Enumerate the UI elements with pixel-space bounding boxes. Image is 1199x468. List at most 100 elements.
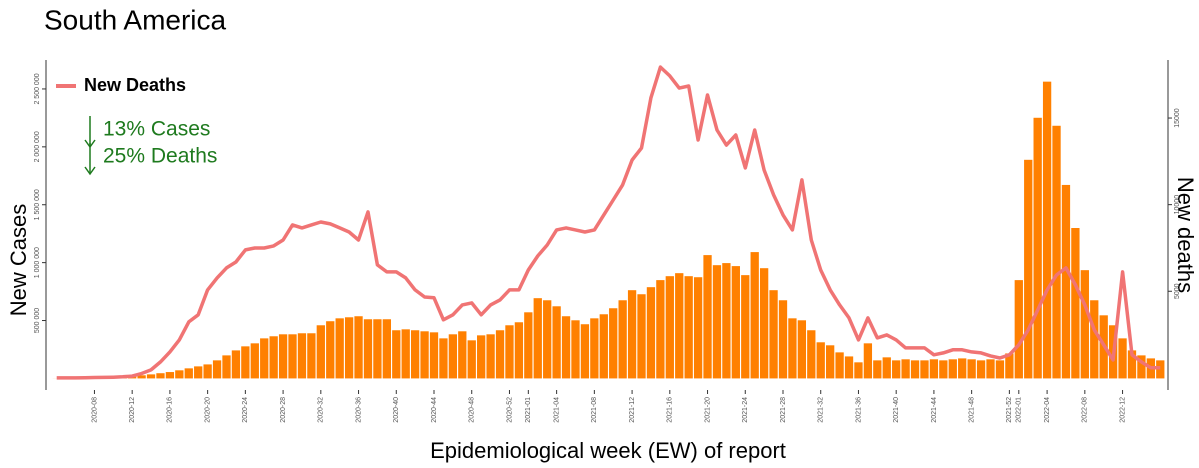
bar	[373, 319, 382, 379]
bar	[910, 360, 920, 379]
bar	[552, 306, 561, 379]
annotation: 25% Deaths	[103, 145, 217, 168]
bar	[514, 322, 524, 379]
bar	[618, 300, 627, 379]
x-tick-label: 2020-08	[91, 397, 98, 423]
bar	[194, 366, 203, 379]
x-tick-label: 2022-01	[1016, 397, 1023, 423]
y-tick-label: 500 000	[34, 308, 41, 333]
y-tick-label: 1 500 000	[34, 189, 41, 220]
x-tick-label: 2020-44	[431, 397, 438, 423]
bar	[165, 372, 175, 379]
bar	[241, 346, 250, 379]
y-tick-label: 1 000 000	[34, 247, 41, 278]
bar	[448, 334, 458, 379]
bar	[929, 359, 939, 379]
bar	[712, 265, 722, 379]
bar	[335, 318, 344, 379]
bar	[184, 368, 193, 379]
x-tick-label: 2021-36	[855, 397, 862, 423]
x-tick-label: 2021-20	[704, 397, 711, 423]
bar	[429, 332, 439, 379]
x-tick-label: 2021-01	[525, 397, 532, 423]
bar	[835, 352, 844, 379]
bar	[901, 359, 910, 379]
x-tick-label: 2020-20	[204, 397, 211, 423]
bar	[203, 364, 212, 379]
bar	[797, 320, 807, 379]
bar	[486, 334, 495, 379]
x-tick-label: 2020-28	[280, 397, 287, 423]
bar	[580, 324, 590, 379]
bar	[646, 287, 656, 379]
y2-tick-label: 5000	[1174, 283, 1181, 299]
bar	[1127, 350, 1137, 379]
bar	[684, 276, 693, 379]
bar	[939, 360, 948, 379]
x-tick-label: 2021-40	[893, 397, 900, 423]
bar	[1005, 353, 1014, 379]
bar	[1033, 117, 1042, 379]
bar	[722, 263, 731, 379]
x-tick-label: 2020-48	[469, 397, 476, 423]
line	[56, 65, 1161, 380]
bar	[637, 294, 646, 379]
bar	[467, 340, 476, 379]
bar	[1071, 228, 1080, 379]
bar	[1090, 300, 1099, 379]
x-tick-label: 2022-12	[1119, 397, 1126, 423]
y-tick-label: 2 500 000	[34, 73, 41, 104]
bar	[863, 343, 873, 379]
bar	[288, 334, 297, 379]
x-tick-label: 2021-52	[1006, 397, 1013, 423]
x-tick-label: 2020-52	[506, 397, 513, 423]
bar	[146, 374, 156, 379]
bar	[656, 280, 665, 379]
bar	[1137, 355, 1146, 379]
bar	[892, 360, 901, 379]
bar	[297, 333, 307, 379]
bar	[477, 335, 486, 379]
bar	[759, 268, 769, 379]
bar	[1042, 81, 1052, 379]
bar	[948, 359, 957, 379]
y-tick-label: 2 000 000	[34, 131, 41, 162]
y2-tick-label: 15000	[1174, 108, 1181, 128]
bar	[599, 314, 608, 379]
bar	[269, 336, 278, 379]
bar	[137, 375, 146, 379]
annotation: 13% Cases	[103, 118, 210, 141]
bar	[260, 338, 269, 379]
x-tick-label: 2020-40	[393, 397, 400, 423]
bar	[316, 325, 325, 379]
bar	[741, 275, 750, 379]
x-tick-label: 2020-32	[318, 397, 325, 423]
legend-label: New Deaths	[84, 75, 186, 95]
x-tick-label: 2021-08	[591, 397, 598, 423]
bar	[769, 290, 778, 379]
bar	[1014, 280, 1023, 379]
x-tick-label: 2021-44	[931, 397, 938, 423]
bar	[967, 359, 976, 379]
bar	[609, 308, 618, 379]
bar	[212, 360, 222, 379]
bar	[344, 317, 354, 379]
bar	[854, 362, 863, 379]
bar	[920, 360, 929, 379]
x-tick-label: 2021-28	[780, 397, 787, 423]
x-tick-label: 2021-04	[553, 397, 560, 423]
bar	[439, 338, 448, 379]
bar	[175, 370, 184, 379]
bar	[590, 318, 599, 379]
bar	[995, 360, 1005, 379]
bar	[1080, 270, 1089, 379]
bar	[543, 300, 552, 379]
x-tick-label: 2021-16	[667, 397, 674, 423]
x-tick-label: 2021-12	[629, 397, 636, 423]
x-tick-label: 2022-08	[1082, 397, 1089, 423]
bar	[958, 358, 967, 379]
x-tick-label: 2020-12	[129, 397, 136, 423]
chart-title: South America	[44, 4, 227, 35]
bar	[844, 356, 854, 379]
